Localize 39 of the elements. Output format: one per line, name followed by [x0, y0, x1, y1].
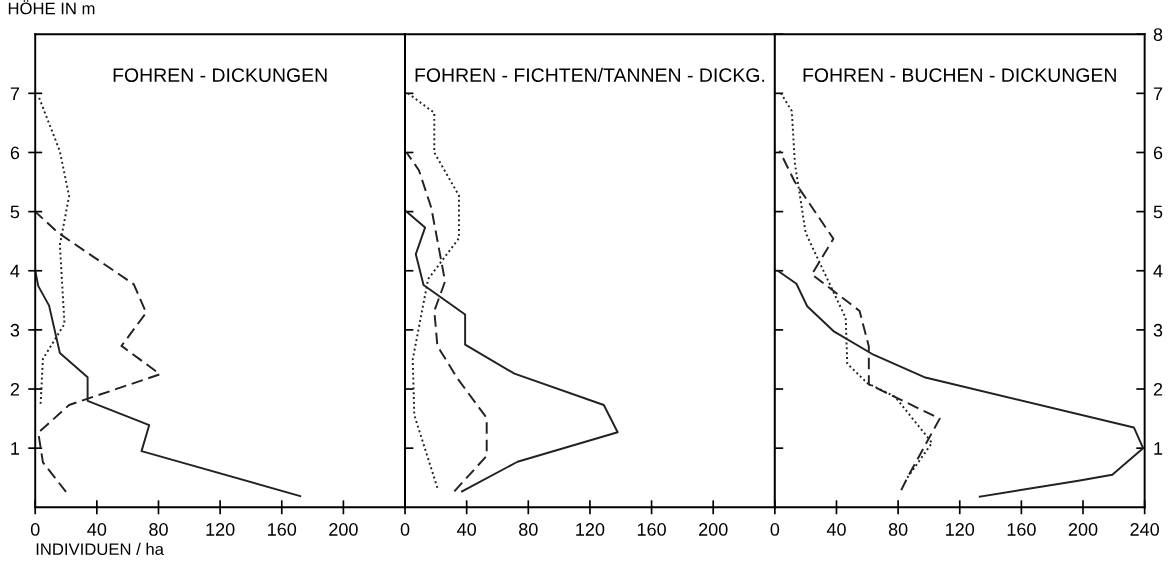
- x-tick-label: 120: [206, 523, 235, 536]
- x-tick-label: 0: [30, 523, 40, 536]
- x-tick-label: 120: [946, 523, 975, 536]
- x-axis-title: INDIVIDUEN / ha: [36, 542, 164, 556]
- y2-tick-label: 8: [1153, 28, 1163, 41]
- y2-tick-label: 7: [1153, 87, 1163, 100]
- x-tick-label: 40: [457, 523, 476, 536]
- x-tick-label: 120: [576, 523, 605, 536]
- y-tick-label: 5: [10, 205, 20, 219]
- y2-tick-label: 4: [1153, 264, 1163, 278]
- y-tick-label: 6: [10, 146, 20, 160]
- x-tick-label: 160: [637, 523, 666, 536]
- x-tick-label: 240: [1130, 523, 1160, 536]
- x-tick-label: 0: [770, 523, 780, 536]
- x-tick-label: 160: [1007, 523, 1036, 536]
- y2-tick-label: 1: [1154, 442, 1163, 455]
- x-tick-label: 40: [826, 523, 846, 536]
- text: FOHREN - BUCHEN - DICKUNGEN: [803, 68, 1116, 82]
- y2-tick-label: 2: [1153, 382, 1163, 396]
- x-tick-label: 40: [87, 523, 107, 536]
- x-tick-label: 200: [699, 523, 728, 536]
- x-tick-label: 200: [329, 523, 358, 536]
- y-axis-title: HÖHE IN m: [8, 0, 95, 15]
- text: FOHREN - DICKUNGEN: [113, 68, 327, 82]
- y-tick-label: 3: [10, 323, 20, 337]
- y2-tick-label: 6: [1153, 146, 1163, 160]
- y2-tick-label: 3: [1153, 323, 1163, 337]
- y-tick-label: 7: [10, 87, 20, 100]
- x-tick-label: 80: [149, 523, 168, 536]
- x-tick-label: 80: [519, 523, 538, 536]
- x-tick-label: 0: [400, 523, 410, 536]
- y-tick-label: 2: [10, 382, 20, 396]
- y-tick-label: 1: [11, 442, 20, 455]
- text: FOHREN - FICHTEN/TANNEN - DICKG.: [415, 67, 765, 82]
- y-tick-label: 4: [10, 264, 20, 278]
- x-tick-label: 80: [888, 523, 908, 536]
- x-tick-label: 200: [1068, 523, 1098, 536]
- x-tick-label: 160: [268, 523, 297, 536]
- y2-tick-label: 5: [1153, 205, 1163, 219]
